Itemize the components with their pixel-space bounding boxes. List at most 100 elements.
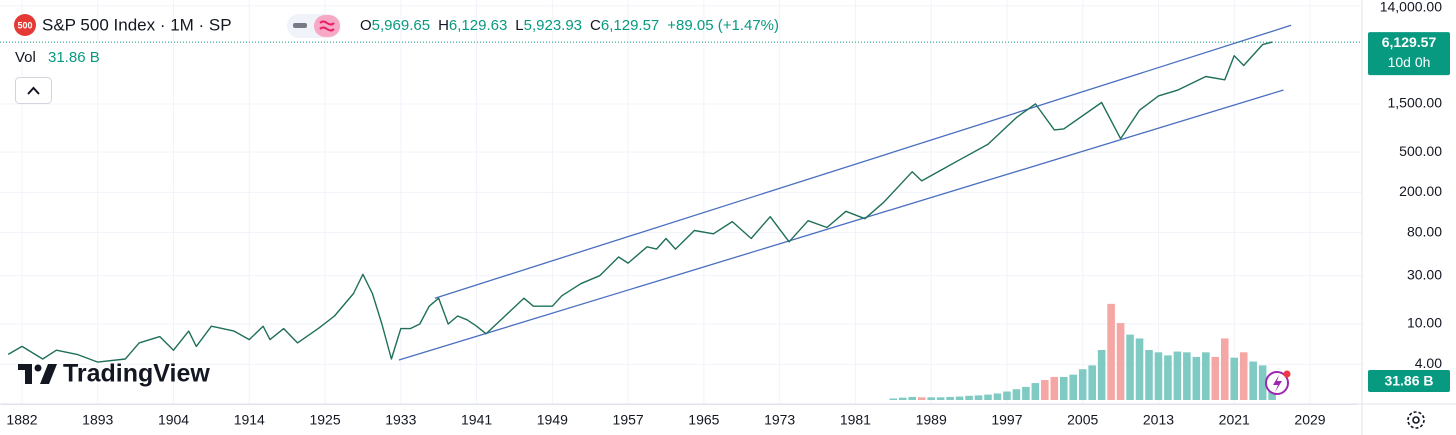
- volume-bar: [1239, 352, 1248, 400]
- ohlc-change: +89.05 (+1.47%): [667, 17, 779, 34]
- x-tick-label: 1941: [461, 412, 492, 428]
- volume-bar: [1154, 352, 1163, 400]
- x-tick-label: 1997: [991, 412, 1022, 428]
- volume-bar: [1192, 356, 1201, 400]
- alerts-dot: [1283, 370, 1291, 378]
- volume-bar: [1116, 323, 1125, 400]
- ohlc-key: H: [438, 17, 449, 34]
- volume-bar: [936, 397, 945, 400]
- volume-bar: [1031, 383, 1040, 400]
- volume-bar: [955, 396, 964, 400]
- price-badge: 6,129.57 10d 0h: [1368, 32, 1450, 76]
- axes: 4.00 10.00 30.00 80.00 200.00 500.00 1,500.00 1…: [1, 0, 1442, 428]
- volume-bar: [946, 396, 954, 400]
- hide-button[interactable]: [293, 23, 307, 28]
- volume-bar: [1069, 374, 1078, 400]
- volume-bar: [1003, 391, 1011, 400]
- channel-line: [398, 89, 1284, 361]
- volume-bar: [974, 395, 983, 400]
- volume-bar: [1249, 361, 1257, 400]
- price-badge-value: 6,129.57: [1382, 34, 1437, 50]
- x-tick-label: 1965: [688, 412, 719, 428]
- volume-bar: [1126, 334, 1134, 400]
- y-tick-label: 1,500.00: [1388, 95, 1443, 111]
- y-tick-label: 14,000.00: [1380, 0, 1442, 15]
- volume-bar: [1059, 376, 1068, 400]
- x-tick-label: 2021: [1219, 412, 1250, 428]
- volume-bar: [1097, 350, 1106, 400]
- x-tick-label: 1957: [613, 412, 644, 428]
- x-tick-label: 1933: [385, 412, 416, 428]
- channel-line: [434, 24, 1292, 299]
- volume-bar: [1202, 352, 1210, 400]
- x-tick-label: 1893: [82, 412, 113, 428]
- plot-area: [0, 24, 1362, 400]
- volume-bar: [898, 397, 907, 400]
- alerts-icon[interactable]: [1265, 370, 1291, 395]
- x-tick-label: 1925: [309, 412, 340, 428]
- ohlc-value: 5,923.93: [524, 17, 582, 34]
- volume-bar: [1022, 386, 1030, 400]
- ohlc-key: O: [360, 17, 372, 34]
- ohlc-value: 6,129.57: [601, 17, 659, 34]
- volume-badge-text: 31.86 B: [1384, 373, 1433, 389]
- price-line: [7, 41, 1273, 363]
- volume-label: Vol: [15, 49, 36, 66]
- volume-bar: [1078, 369, 1087, 400]
- collapse-icon: [27, 86, 40, 95]
- volume-badge: 31.86 B: [1368, 370, 1450, 392]
- legend-header: 500 S&P 500 Index · 1M · SP O5,969.65 H6,…: [14, 14, 779, 104]
- symbol-badge: [14, 14, 36, 36]
- volume-bar: [1183, 352, 1191, 400]
- gear-inner: [1412, 416, 1420, 424]
- x-tick-label: 2005: [1067, 412, 1098, 428]
- logo-text: TradingView: [63, 360, 210, 388]
- volume-bar: [1230, 357, 1239, 400]
- x-tick-label: 1904: [158, 412, 189, 428]
- x-tick-label: 1981: [840, 412, 871, 428]
- symbol-title[interactable]: S&P 500 Index · 1M · SP: [42, 15, 232, 34]
- settings-button[interactable]: [1407, 411, 1425, 429]
- volume-bar: [984, 394, 992, 400]
- volume-bar: [1220, 338, 1229, 400]
- logo: TradingView: [18, 360, 210, 388]
- x-tick-label: 2013: [1143, 412, 1174, 428]
- price-badge-box: [1368, 32, 1450, 76]
- ohlc-key: L: [515, 17, 523, 34]
- volume-bar: [1050, 376, 1059, 400]
- symbol-badge-text: 500: [17, 20, 32, 30]
- collapse-button[interactable]: [15, 77, 52, 104]
- x-tick-label: 1882: [6, 412, 37, 428]
- gear-outer: [1407, 411, 1425, 429]
- ohlc-readout: O5,969.65 H6,129.63 L5,923.93 C6,129.57 +89.…: [360, 17, 779, 34]
- volume-bar: [1258, 365, 1267, 400]
- volume-bar: [1041, 380, 1049, 400]
- volume-bar: [1173, 351, 1182, 400]
- grid: [0, 0, 1362, 404]
- volume-bar: [1107, 303, 1115, 400]
- compare-button[interactable]: [314, 15, 340, 37]
- volume-bar: [965, 395, 973, 400]
- logo-mark: [25, 364, 32, 384]
- ohlc-key: C: [590, 17, 601, 34]
- volume-bar: [1088, 365, 1096, 400]
- y-tick-label: 4.00: [1415, 355, 1442, 371]
- volume-value: 31.86 B: [48, 49, 100, 66]
- y-tick-label: 200.00: [1399, 183, 1442, 199]
- ohlc-value: 6,129.63: [449, 17, 507, 34]
- logo-mark: [40, 364, 57, 384]
- volume-badge-box: [1368, 370, 1450, 392]
- volume-bar: [1211, 356, 1220, 400]
- x-tick-label: 1973: [764, 412, 795, 428]
- volume-bar: [908, 396, 917, 400]
- price-badge-countdown: 10d 0h: [1388, 54, 1431, 70]
- alerts-bolt: [1273, 375, 1282, 392]
- y-tick-label: 10.00: [1407, 315, 1442, 331]
- compare-icon: [319, 20, 335, 32]
- x-tick-label: 2029: [1294, 412, 1325, 428]
- y-tick-label: 500.00: [1399, 143, 1442, 159]
- volume-bar: [889, 398, 898, 400]
- volume-bar: [993, 393, 1002, 400]
